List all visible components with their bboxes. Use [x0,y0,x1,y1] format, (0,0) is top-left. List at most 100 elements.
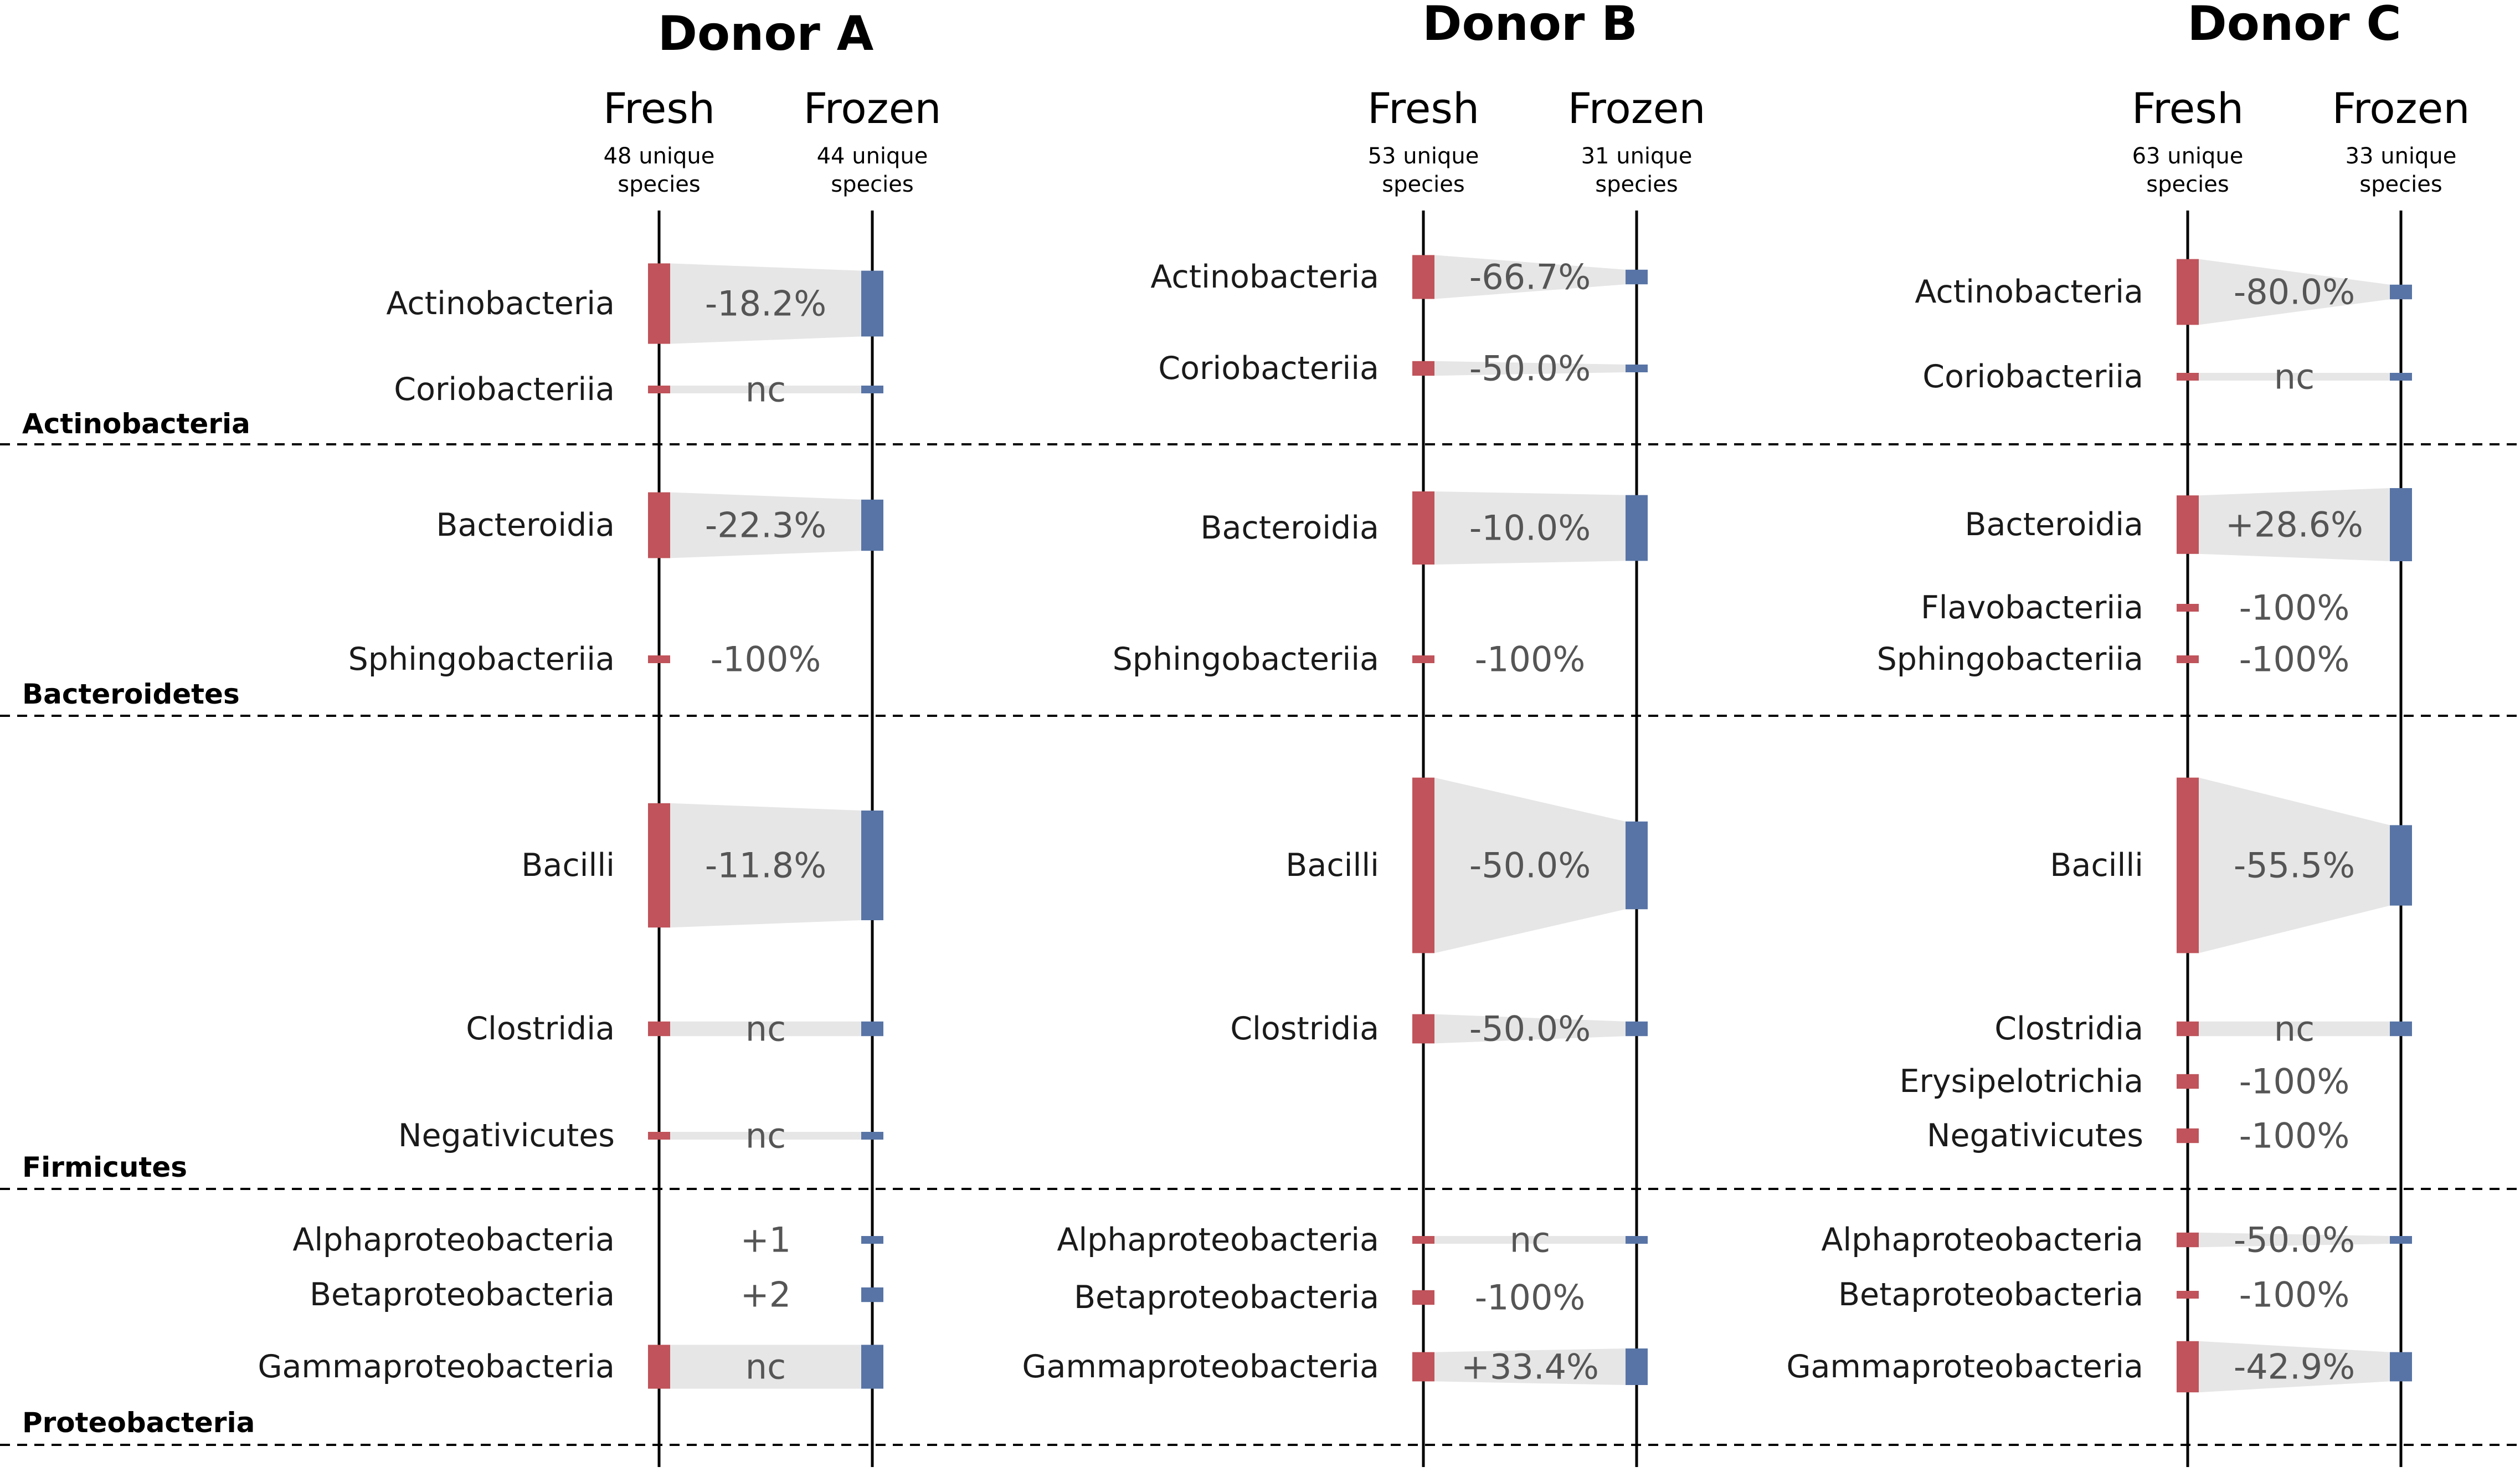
donor-a-fresh-bar-coriobacteriia [648,386,670,393]
donor-c-change-label-actinobacteria: -80.0% [2234,272,2355,312]
donor-b-change-label-betaproteobacteria: -100% [1475,1278,1586,1318]
donor-b-fresh-species-unit: species [1382,172,1464,197]
phylum-separators [0,443,2520,1446]
donor-c-fresh-bar-erysipelotrichia [2177,1074,2199,1089]
donor-a-frozen-species-count: 44 unique [817,143,928,169]
donor-a-fresh-bar-actinobacteria [648,263,670,344]
donor-a-frozen-bar-negativicutes [861,1132,883,1140]
phylum-label-actinobacteria: Actinobacteria [22,408,250,440]
donor-b-change-label-coriobacteriia: -50.0% [1469,348,1591,389]
bars-layer [648,255,2412,1393]
donor-c-change-label-clostridia: nc [2274,1009,2315,1049]
donor-a-fresh-bar-negativicutes [648,1132,670,1140]
donor-a-band-negativicutes [670,1132,861,1140]
donor-a-fresh-species-count: 48 unique [604,143,715,169]
donor-a-frozen-bar-alphaproteobacteria [861,1236,883,1244]
donor-b-fresh-bar-betaproteobacteria [1412,1290,1434,1305]
text-layer: Actinobacteria Bacteroidetes Firmicutes Pro… [22,0,2470,1439]
donor-c-band-alphaproteobacteria [2199,1232,2390,1248]
donor-a-frozen-bar-actinobacteria [861,270,883,337]
donor-b-change-label-bacteroidia: -10.0% [1469,508,1591,548]
donor-c-frozen-species-unit: species [2359,172,2442,197]
donor-b-class-label-bacteroidia: Bacteroidia [1200,510,1379,546]
donor-c-fresh-bar-gammaproteobacteria [2177,1341,2199,1393]
donor-b-title: Donor B [1422,0,1638,52]
donor-b-change-label-clostridia: -50.0% [1469,1009,1591,1049]
donor-c-class-label-gammaproteobacteria: Gammaproteobacteria [1786,1348,2143,1385]
donor-a-change-label-clostridia: nc [745,1009,786,1049]
donor-a-band-bacilli [670,803,861,928]
donor-c-band-coriobacteriia [2199,373,2390,381]
donor-c-fresh-bar-coriobacteriia [2177,373,2199,381]
donor-c-class-label-bacilli: Bacilli [2050,847,2143,884]
donor-c-change-label-coriobacteriia: nc [2274,357,2315,397]
donor-a-fresh-bar-bacilli [648,803,670,928]
donor-c-fresh-bar-flavobacteriia [2177,604,2199,612]
donor-c-change-label-bacilli: -55.5% [2234,845,2355,886]
donor-a-frozen-bar-clostridia [861,1021,883,1037]
donor-c-class-label-actinobacteria: Actinobacteria [1915,274,2143,310]
donor-c-band-gammaproteobacteria [2199,1341,2390,1393]
donor-b-fresh-species-count: 53 unique [1368,143,1479,169]
donor-a-band-bacteroidia [670,492,861,558]
donor-b-change-label-gammaproteobacteria: +33.4% [1461,1347,1599,1387]
donor-a-fresh-species-unit: species [618,172,700,197]
donor-c-change-label-gammaproteobacteria: -42.9% [2234,1347,2355,1387]
donor-b-frozen-bar-actinobacteria [1626,269,1648,285]
donor-a-change-label-sphingobacteriia: -100% [711,639,821,680]
donor-c-frozen-bar-coriobacteriia [2390,373,2412,381]
donor-a-class-label-bacteroidia: Bacteroidia [436,507,615,543]
donor-a-frozen-bar-bacteroidia [861,499,883,551]
donor-b-frozen-bar-clostridia [1626,1021,1648,1037]
donor-b-change-label-actinobacteria: -66.7% [1469,257,1591,298]
donor-b-class-label-actinobacteria: Actinobacteria [1150,259,1379,295]
donor-a-class-label-bacilli: Bacilli [521,847,615,884]
donor-c-fresh-bar-actinobacteria [2177,259,2199,325]
donor-a-frozen-species-unit: species [831,172,913,197]
donor-b-band-actinobacteria [1434,255,1626,299]
donor-c-class-label-coriobacteriia: Coriobacteriia [1922,358,2143,395]
donor-a-frozen-bar-bacilli [861,811,883,920]
donor-b-band-bacilli [1434,777,1626,953]
donor-c-fresh-bar-clostridia [2177,1021,2199,1037]
donor-a-fresh-bar-sphingobacteriia [648,655,670,663]
donor-a-class-label-coriobacteriia: Coriobacteriia [394,371,615,408]
donor-b-fresh-bar-actinobacteria [1412,255,1434,299]
donor-b-frozen-bar-alphaproteobacteria [1626,1236,1648,1244]
donor-c-frozen-bar-gammaproteobacteria [2390,1352,2412,1382]
donor-b-class-label-clostridia: Clostridia [1230,1011,1379,1047]
donor-b-band-coriobacteriia [1434,361,1626,376]
donor-b-change-label-bacilli: -50.0% [1469,845,1591,886]
donor-a-change-label-actinobacteria: -18.2% [705,284,826,324]
donor-b-fresh-header: Fresh [1367,84,1479,133]
donor-a-frozen-bar-coriobacteriia [861,386,883,393]
donor-b-fresh-bar-alphaproteobacteria [1412,1236,1434,1244]
donor-a-change-label-gammaproteobacteria: nc [745,1347,786,1387]
donor-a-frozen-bar-betaproteobacteria [861,1287,883,1302]
donor-a-class-label-sphingobacteriia: Sphingobacteriia [348,641,615,678]
donor-a-frozen-header: Frozen [803,84,941,133]
donor-c-fresh-species-count: 63 unique [2132,143,2244,169]
donor-a-change-label-bacilli: -11.8% [705,845,826,886]
donor-c-fresh-bar-bacteroidia [2177,495,2199,554]
donor-b-fresh-bar-sphingobacteriia [1412,655,1434,663]
donor-b-band-alphaproteobacteria [1434,1236,1626,1244]
donor-c-frozen-bar-alphaproteobacteria [2390,1236,2412,1244]
donor-c-class-label-flavobacteriia: Flavobacteriia [1921,589,2143,626]
donor-a-band-clostridia [670,1021,861,1037]
donor-c-change-label-sphingobacteriia: -100% [2239,639,2350,680]
phylum-label-proteobacteria: Proteobacteria [22,1407,255,1439]
donor-c-change-label-bacteroidia: +28.6% [2225,505,2363,545]
donor-c-title: Donor C [2187,0,2401,52]
donor-a-class-label-actinobacteria: Actinobacteria [386,285,615,322]
donor-c-class-label-bacteroidia: Bacteroidia [1964,506,2143,543]
donor-c-fresh-bar-alphaproteobacteria [2177,1232,2199,1248]
donor-a-class-label-clostridia: Clostridia [466,1011,615,1047]
donor-b-frozen-bar-bacteroidia [1626,495,1648,561]
donor-a-class-label-gammaproteobacteria: Gammaproteobacteria [258,1348,615,1385]
donor-c-class-label-clostridia: Clostridia [1994,1011,2143,1047]
donor-b-class-label-alphaproteobacteria: Alphaproteobacteria [1057,1222,1379,1258]
bands-layer [670,255,2390,1393]
donor-b-band-gammaproteobacteria [1434,1348,1626,1385]
donor-c-change-label-alphaproteobacteria: -50.0% [2234,1220,2355,1260]
